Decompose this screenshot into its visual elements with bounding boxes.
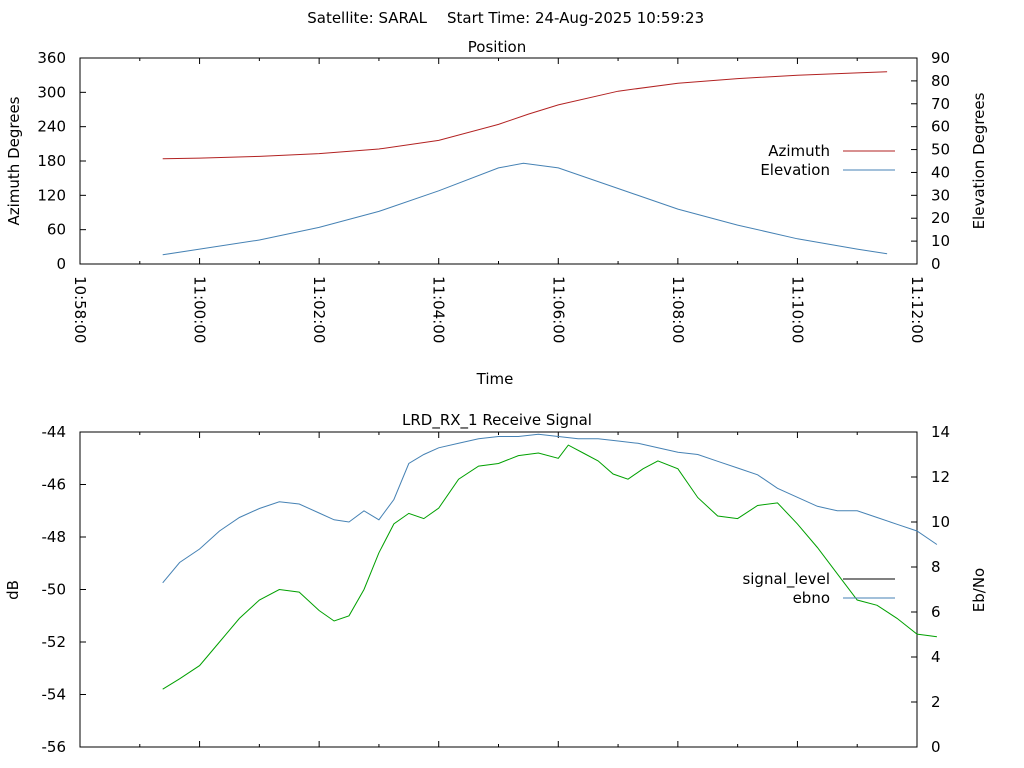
signal-y2-tick-label: 10 [931,513,950,531]
position-y2-tick-label: 0 [931,255,941,273]
signal-y2-axis-label: Eb/No [970,568,988,612]
position-y2-tick-label: 10 [931,232,950,250]
signal-y2-tick-label: 8 [931,558,941,576]
signal-series-line-signal-level [162,444,937,690]
position-series-line-azimuth [162,71,888,160]
signal-series [162,433,938,690]
signal-y-tick-label: -46 [42,476,67,494]
position-y2-tick-label: 80 [931,72,950,90]
signal-y-tick-label: -56 [42,738,67,756]
signal-y-axis-label: dB [4,580,22,600]
signal-legend: signal_level ebno [742,570,895,607]
position-y-tick-label: 240 [37,118,66,136]
position-x-tick-label: 11:02:00 [310,276,328,343]
position-y2-tick-label: 70 [931,95,950,113]
position-y-tick-label: 300 [37,83,66,101]
position-series [162,71,888,256]
signal-y2-tick-label: 14 [931,423,950,441]
signal-y2-tick-label: 6 [931,603,941,621]
signal-x-axis [79,432,918,747]
legend-label-ebno: ebno [793,589,830,607]
legend-label-elevation: Elevation [760,161,830,179]
position-legend: Azimuth Elevation [760,142,895,179]
position-y2-tick-label: 40 [931,163,950,181]
legend-label-azimuth: Azimuth [768,142,830,160]
position-y-tick-label: 60 [47,221,66,239]
position-y-tick-label: 180 [37,152,66,170]
position-chart: Position 0 60 120 180 240 300 360 0 10 20 30 40 50 6… [5,38,988,388]
position-y-tick-label: 0 [56,255,66,273]
position-left-axis: 0 60 120 180 240 300 360 [37,49,86,273]
signal-y-tick-label: -52 [42,633,67,651]
signal-chart-title: LRD_RX_1 Receive Signal [402,411,592,430]
position-y-tick-label: 120 [37,186,66,204]
position-x-tick-label: 11:00:00 [191,276,209,343]
position-y2-tick-label: 20 [931,209,950,227]
position-y-tick-label: 360 [37,49,66,67]
signal-y2-tick-label: 2 [931,693,941,711]
signal-y-tick-label: -54 [42,686,67,704]
signal-y-tick-label: -48 [42,528,67,546]
position-x-axis-label: Time [476,370,514,388]
signal-y2-tick-label: 4 [931,648,941,666]
position-x-tick-label: 11:06:00 [549,276,567,343]
position-y2-tick-label: 60 [931,118,950,136]
header-satellite: Satellite: SARAL [307,9,427,27]
legend-label-signal-level: signal_level [742,570,830,589]
position-x-tick-label: 10:58:00 [71,276,89,343]
position-x-tick-label: 11:10:00 [788,276,806,343]
signal-left-axis: -56 -54 -52 -50 -48 -46 -44 [42,423,86,756]
signal-y2-tick-label: 12 [931,468,950,486]
signal-y-tick-label: -44 [42,423,67,441]
position-y2-tick-label: 30 [931,186,950,204]
signal-chart: LRD_RX_1 Receive Signal -56-54-52-50-48-… [4,411,988,756]
position-chart-title: Position [468,38,526,56]
signal-y-tick-label: -50 [42,581,67,599]
position-x-tick-label: 11:04:00 [430,276,448,343]
position-right-axis: 0 10 20 30 40 50 60 70 80 90 [911,49,950,273]
position-y-axis-label: Azimuth Degrees [5,96,23,225]
signal-y2-tick-label: 0 [931,738,941,756]
position-x-tick-label: 11:08:00 [669,276,687,343]
position-y2-tick-label: 50 [931,141,950,159]
position-x-axis: 10:58:00 11:00:00 11:02:00 11:04:00 11:06:00… [71,58,926,343]
position-series-line-elevation [162,162,888,256]
signal-series-line-ebno [162,433,938,584]
signal-plot-frame [79,431,918,748]
position-x-tick-label: 11:12:00 [908,276,926,343]
header-start-time: Start Time: 24-Aug-2025 10:59:23 [447,9,704,27]
position-y2-tick-label: 90 [931,49,950,67]
position-y2-axis-label: Elevation Degrees [970,92,988,229]
signal-right-axis: 0 2 4 6 8 10 12 14 [911,423,950,756]
